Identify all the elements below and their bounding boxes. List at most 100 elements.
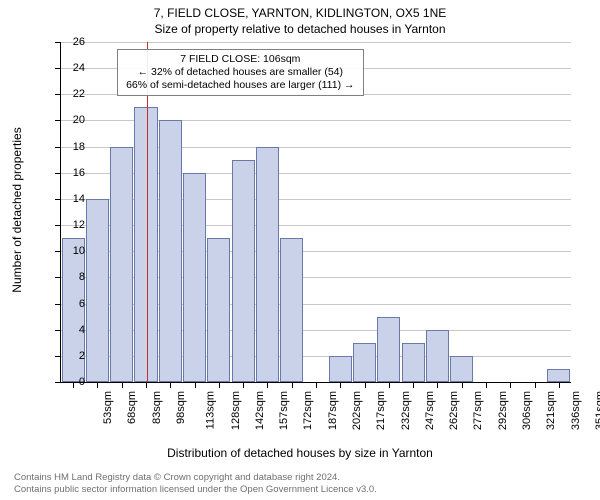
ytick-label: 0 <box>79 376 85 388</box>
ytick-label: 24 <box>73 62 85 74</box>
ytick-label: 2 <box>79 350 85 362</box>
xtick-label: 113sqm <box>205 391 217 429</box>
annotation-line: 7 FIELD CLOSE: 106sqm <box>126 53 354 66</box>
xtick-label: 277sqm <box>473 391 485 430</box>
chart-title-sub: Size of property relative to detached ho… <box>0 22 600 36</box>
xtick-label: 321sqm <box>545 391 557 430</box>
xtick <box>73 382 74 388</box>
xtick <box>292 382 293 388</box>
bar <box>110 147 133 382</box>
xtick-label: 247sqm <box>424 391 436 430</box>
xtick-label: 292sqm <box>497 391 509 430</box>
ytick <box>55 356 61 357</box>
xtick <box>267 382 268 388</box>
xtick <box>170 382 171 388</box>
footer-attribution: Contains HM Land Registry data © Crown c… <box>14 472 377 496</box>
ytick <box>55 94 61 95</box>
bar <box>426 330 449 382</box>
ytick-label: 4 <box>79 324 85 336</box>
bar <box>547 369 570 382</box>
xtick <box>510 382 511 388</box>
ytick-label: 6 <box>79 298 85 310</box>
footer-line-1: Contains HM Land Registry data © Crown c… <box>14 472 377 484</box>
ytick <box>55 147 61 148</box>
xtick <box>365 382 366 388</box>
annotation-line: 66% of semi-detached houses are larger (… <box>126 79 354 92</box>
xtick-label: 351sqm <box>594 391 600 430</box>
xtick-label: 202sqm <box>351 391 363 430</box>
ytick-label: 8 <box>79 271 85 283</box>
bar <box>377 317 400 382</box>
xtick-label: 83sqm <box>151 391 163 424</box>
ytick <box>55 225 61 226</box>
bar <box>159 120 182 382</box>
bar <box>329 356 352 382</box>
ytick <box>55 304 61 305</box>
xtick-label: 306sqm <box>521 391 533 430</box>
xtick <box>195 382 196 388</box>
bar <box>256 147 279 382</box>
footer-line-2: Contains public sector information licen… <box>14 484 377 496</box>
bar <box>353 343 376 382</box>
xtick <box>316 382 317 388</box>
ytick <box>55 120 61 121</box>
bar <box>402 343 425 382</box>
chart-container: 7, FIELD CLOSE, YARNTON, KIDLINGTON, OX5… <box>0 0 600 500</box>
xtick-label: 53sqm <box>102 391 114 424</box>
xtick-label: 142sqm <box>254 391 266 430</box>
xtick-label: 98sqm <box>175 391 187 424</box>
xtick <box>535 382 536 388</box>
bar <box>232 160 255 382</box>
bar <box>183 173 206 382</box>
ytick <box>55 251 61 252</box>
xtick-label: 172sqm <box>303 391 315 430</box>
xtick-label: 232sqm <box>400 391 412 430</box>
gridline <box>61 42 571 43</box>
xtick <box>413 382 414 388</box>
bar <box>207 238 230 382</box>
ytick-label: 12 <box>73 219 85 231</box>
bar <box>280 238 303 382</box>
ytick <box>55 382 61 383</box>
annotation-line: ← 32% of detached houses are smaller (54… <box>126 66 354 79</box>
xtick-label: 336sqm <box>570 391 582 430</box>
ytick-label: 20 <box>73 114 85 126</box>
xtick <box>559 382 560 388</box>
x-axis-label: Distribution of detached houses by size … <box>0 446 600 460</box>
xtick-label: 262sqm <box>448 391 460 430</box>
xtick <box>146 382 147 388</box>
ytick <box>55 68 61 69</box>
xtick-label: 128sqm <box>230 391 242 430</box>
ytick-label: 10 <box>73 245 85 257</box>
ytick-label: 26 <box>73 36 85 48</box>
annotation-box: 7 FIELD CLOSE: 106sqm← 32% of detached h… <box>117 49 363 96</box>
bar <box>450 356 473 382</box>
ytick <box>55 277 61 278</box>
xtick-label: 157sqm <box>278 391 290 430</box>
xtick <box>219 382 220 388</box>
ytick <box>55 199 61 200</box>
ytick-label: 16 <box>73 167 85 179</box>
xtick <box>243 382 244 388</box>
xtick <box>389 382 390 388</box>
ytick <box>55 42 61 43</box>
plot-area: 7 FIELD CLOSE: 106sqm← 32% of detached h… <box>60 42 571 383</box>
ytick-label: 22 <box>73 88 85 100</box>
xtick <box>340 382 341 388</box>
xtick-label: 68sqm <box>126 391 138 424</box>
chart-title-main: 7, FIELD CLOSE, YARNTON, KIDLINGTON, OX5… <box>0 6 600 20</box>
ytick-label: 18 <box>73 141 85 153</box>
xtick <box>122 382 123 388</box>
xtick <box>97 382 98 388</box>
xtick-label: 217sqm <box>375 391 387 430</box>
ytick <box>55 330 61 331</box>
xtick-label: 187sqm <box>327 391 339 430</box>
xtick <box>462 382 463 388</box>
xtick <box>486 382 487 388</box>
xtick <box>437 382 438 388</box>
ytick <box>55 173 61 174</box>
bar <box>134 107 157 382</box>
y-axis-label: Number of detached properties <box>10 127 24 292</box>
bar <box>86 199 109 382</box>
ytick-label: 14 <box>73 193 85 205</box>
